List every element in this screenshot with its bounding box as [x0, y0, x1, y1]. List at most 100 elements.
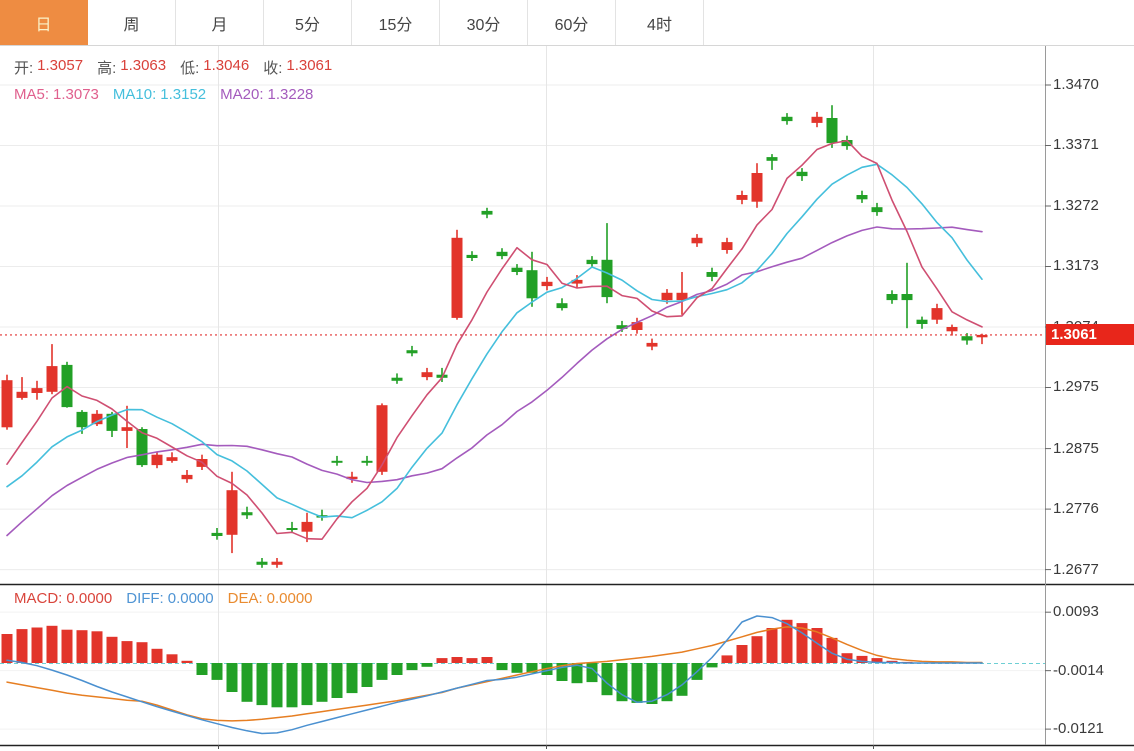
macd-bar-negative	[511, 663, 523, 673]
tab-month[interactable]: 月	[176, 0, 264, 45]
candle-down	[556, 303, 568, 309]
axis-tick-label: 1.2975	[1053, 378, 1099, 396]
candle-down	[361, 460, 373, 463]
candle-down	[886, 294, 898, 301]
candle-down	[586, 259, 598, 265]
last-price-badge: 1.3061	[1046, 324, 1134, 346]
candle-up	[571, 279, 583, 284]
macd-bar-negative	[646, 663, 658, 704]
macd-bar-positive	[766, 628, 778, 663]
tab-60min[interactable]: 60分	[528, 0, 616, 45]
candle-up	[31, 388, 43, 393]
axis-tick-label: 1.3272	[1053, 196, 1099, 214]
macd-bar-positive	[721, 655, 733, 663]
candle-down	[901, 294, 913, 301]
candle-down	[496, 251, 508, 257]
close-label: 收:	[263, 60, 283, 77]
candle-down	[211, 532, 223, 536]
macd-bar-positive	[736, 645, 748, 663]
candle-down	[871, 207, 883, 213]
candle-down	[481, 210, 493, 215]
macd-bar-positive	[106, 636, 118, 663]
candle-up	[226, 490, 238, 535]
ma5-label: MA5:	[14, 86, 50, 103]
macd-bar-positive	[121, 641, 133, 663]
macd-bar-negative	[406, 663, 418, 671]
ma5-value: 1.3073	[53, 86, 99, 103]
candle-down	[76, 411, 88, 428]
macd-bar-positive	[136, 642, 148, 663]
ohlc-legend: 开: 1.3057 高: 1.3063 低: 1.3046 收: 1.3061	[14, 57, 332, 78]
candle-up	[736, 195, 748, 200]
candle-down	[856, 195, 868, 200]
candle-down	[391, 377, 403, 381]
candle-down	[616, 325, 628, 329]
ma20-line	[6, 226, 983, 537]
candle-up	[676, 292, 688, 301]
candlestick-series	[1, 105, 988, 568]
axis-tick-label: -0.0121	[1053, 720, 1104, 738]
ma10-value: 1.3152	[160, 86, 207, 103]
open-label: 开:	[14, 60, 34, 77]
candle-down	[511, 267, 523, 272]
candle-up	[346, 476, 358, 480]
macd-bar-positive	[856, 655, 868, 663]
macd-bar-negative	[571, 663, 583, 684]
candle-up	[721, 242, 733, 250]
dea-value: 0.0000	[266, 590, 313, 607]
tab-15min[interactable]: 15分	[352, 0, 440, 45]
candle-down	[841, 140, 853, 147]
tab-30min[interactable]: 30分	[440, 0, 528, 45]
candle-up	[421, 372, 433, 378]
macd-bar-positive	[481, 657, 493, 663]
macd-bar-negative	[556, 663, 568, 681]
low-label: 低:	[180, 60, 200, 77]
macd-value: 0.0000	[66, 590, 113, 607]
candle-up	[451, 237, 463, 318]
macd-bar-positive	[871, 658, 883, 663]
candle-up	[661, 292, 673, 301]
close-value: 1.3061	[286, 57, 333, 74]
ma-legend: MA5: 1.3073 MA10: 1.3152 MA20: 1.3228	[14, 86, 313, 103]
candle-up	[166, 457, 178, 461]
tab-week[interactable]: 周	[88, 0, 176, 45]
axis-tick-label: 1.2875	[1053, 439, 1099, 457]
candle-up	[181, 474, 193, 480]
ma20-value: 1.3228	[267, 86, 314, 103]
macd-bar-negative	[256, 663, 268, 706]
candle-up	[121, 427, 133, 431]
macd-bar-positive	[826, 637, 838, 663]
tab-5min[interactable]: 5分	[264, 0, 352, 45]
macd-bar-positive	[841, 653, 853, 663]
macd-bar-negative	[661, 663, 673, 702]
candle-up	[631, 322, 643, 330]
candle-up	[1, 380, 13, 428]
macd-bar-positive	[46, 625, 58, 663]
candle-up	[946, 327, 958, 332]
macd-bar-negative	[376, 663, 388, 680]
candle-down	[286, 528, 298, 530]
axis-tick-label: -0.0014	[1053, 661, 1104, 679]
candle-down	[766, 157, 778, 161]
candle-down	[796, 171, 808, 177]
macd-bar-negative	[211, 663, 223, 680]
candle-down	[601, 259, 613, 298]
candle-up	[976, 334, 988, 338]
open-value: 1.3057	[37, 57, 84, 74]
macd-bar-negative	[421, 663, 433, 667]
tab-4hour[interactable]: 4时	[616, 0, 704, 45]
candle-down	[406, 350, 418, 354]
candle-up	[646, 342, 658, 347]
macd-bar-negative	[586, 663, 598, 683]
tab-day[interactable]: 日	[0, 0, 88, 45]
candle-down	[331, 460, 343, 463]
macd-label: MACD:	[14, 590, 63, 607]
candle-down	[256, 561, 268, 565]
macd-bar-negative	[706, 663, 718, 668]
candle-up	[931, 308, 943, 320]
diff-label: DIFF:	[126, 590, 164, 607]
candle-down	[526, 270, 538, 299]
ma10-line	[6, 163, 983, 519]
macd-bar-negative	[496, 663, 508, 671]
